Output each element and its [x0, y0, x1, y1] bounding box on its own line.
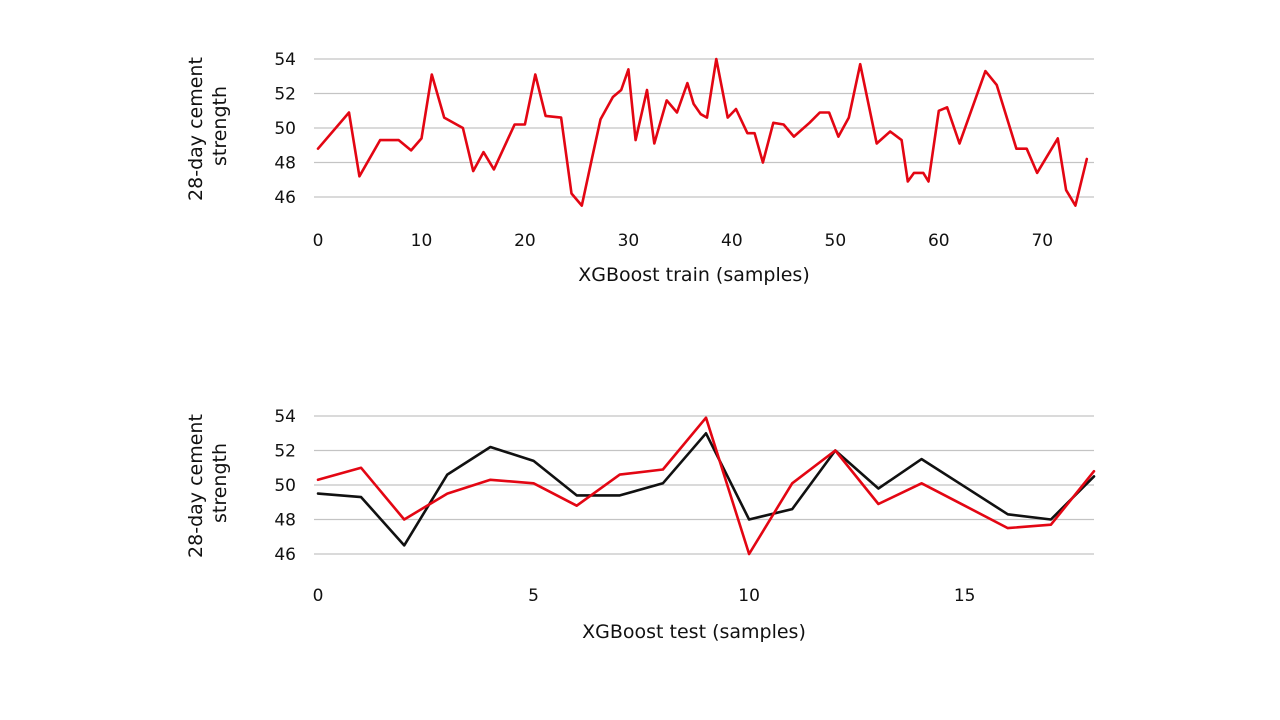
train-gridlines: [314, 58, 1094, 198]
train-x-tick-label: 10: [411, 231, 433, 251]
test-x-tick-label: 15: [954, 586, 976, 606]
test-y-tick-label: 46: [274, 545, 296, 565]
test-series-line-1: [316, 431, 1096, 547]
test-series: [316, 416, 1096, 556]
train-x-tick-label: 30: [618, 231, 640, 251]
test-x-tick-label: 10: [738, 586, 760, 606]
test-x-axis-title: XGBoost test (samples): [582, 621, 806, 643]
test-y-tick-label: 52: [274, 442, 296, 462]
test-x-tick-label: 0: [313, 586, 324, 606]
train-y-axis-title: 28-day cement strength: [185, 51, 231, 201]
train-y-tick-label: 54: [274, 50, 296, 70]
train-x-tick-label: 70: [1031, 231, 1053, 251]
train-series-line-1: [316, 57, 1089, 207]
test-y-tick-label: 48: [274, 511, 296, 531]
test-x-tick-label: 5: [528, 586, 539, 606]
test-x-ticks: 0 5 10 15: [313, 586, 976, 606]
train-y-tick-label: 50: [274, 119, 296, 139]
train-x-ticks: 0 10 20 30 40 50 60 70: [313, 231, 1054, 251]
train-y-tick-label: 48: [274, 154, 296, 174]
train-chart: 46 48 50 52 54 0 10 20 30 40 50 60 70 XGBoost train…: [185, 50, 1094, 286]
train-y-tick-label: 46: [274, 188, 296, 208]
test-y-ticks: 46 48 50 52 54: [274, 407, 296, 565]
train-x-tick-label: 40: [721, 231, 743, 251]
test-series-line-2: [316, 416, 1096, 556]
train-x-axis-title: XGBoost train (samples): [578, 264, 809, 286]
test-y-axis-title-line-1: 28-day cement: [185, 414, 207, 558]
train-x-tick-label: 0: [313, 231, 324, 251]
train-y-ticks: 46 48 50 52 54: [274, 50, 296, 208]
train-y-axis-title-line-2: strength: [209, 86, 231, 166]
test-chart: 46 48 50 52 54 0 5 10 15 XGBoost test (samples)…: [185, 407, 1096, 643]
train-y-tick-label: 52: [274, 85, 296, 105]
test-y-axis-title: 28-day cement strength: [185, 408, 231, 558]
test-y-tick-label: 50: [274, 476, 296, 496]
test-gridlines: [314, 415, 1094, 555]
train-x-tick-label: 20: [514, 231, 536, 251]
test-y-tick-label: 54: [274, 407, 296, 427]
test-y-axis-title-line-2: strength: [209, 443, 231, 523]
train-series: [316, 57, 1089, 207]
train-y-axis-title-line-1: 28-day cement: [185, 57, 207, 201]
train-x-tick-label: 60: [928, 231, 950, 251]
train-x-tick-label: 50: [825, 231, 847, 251]
